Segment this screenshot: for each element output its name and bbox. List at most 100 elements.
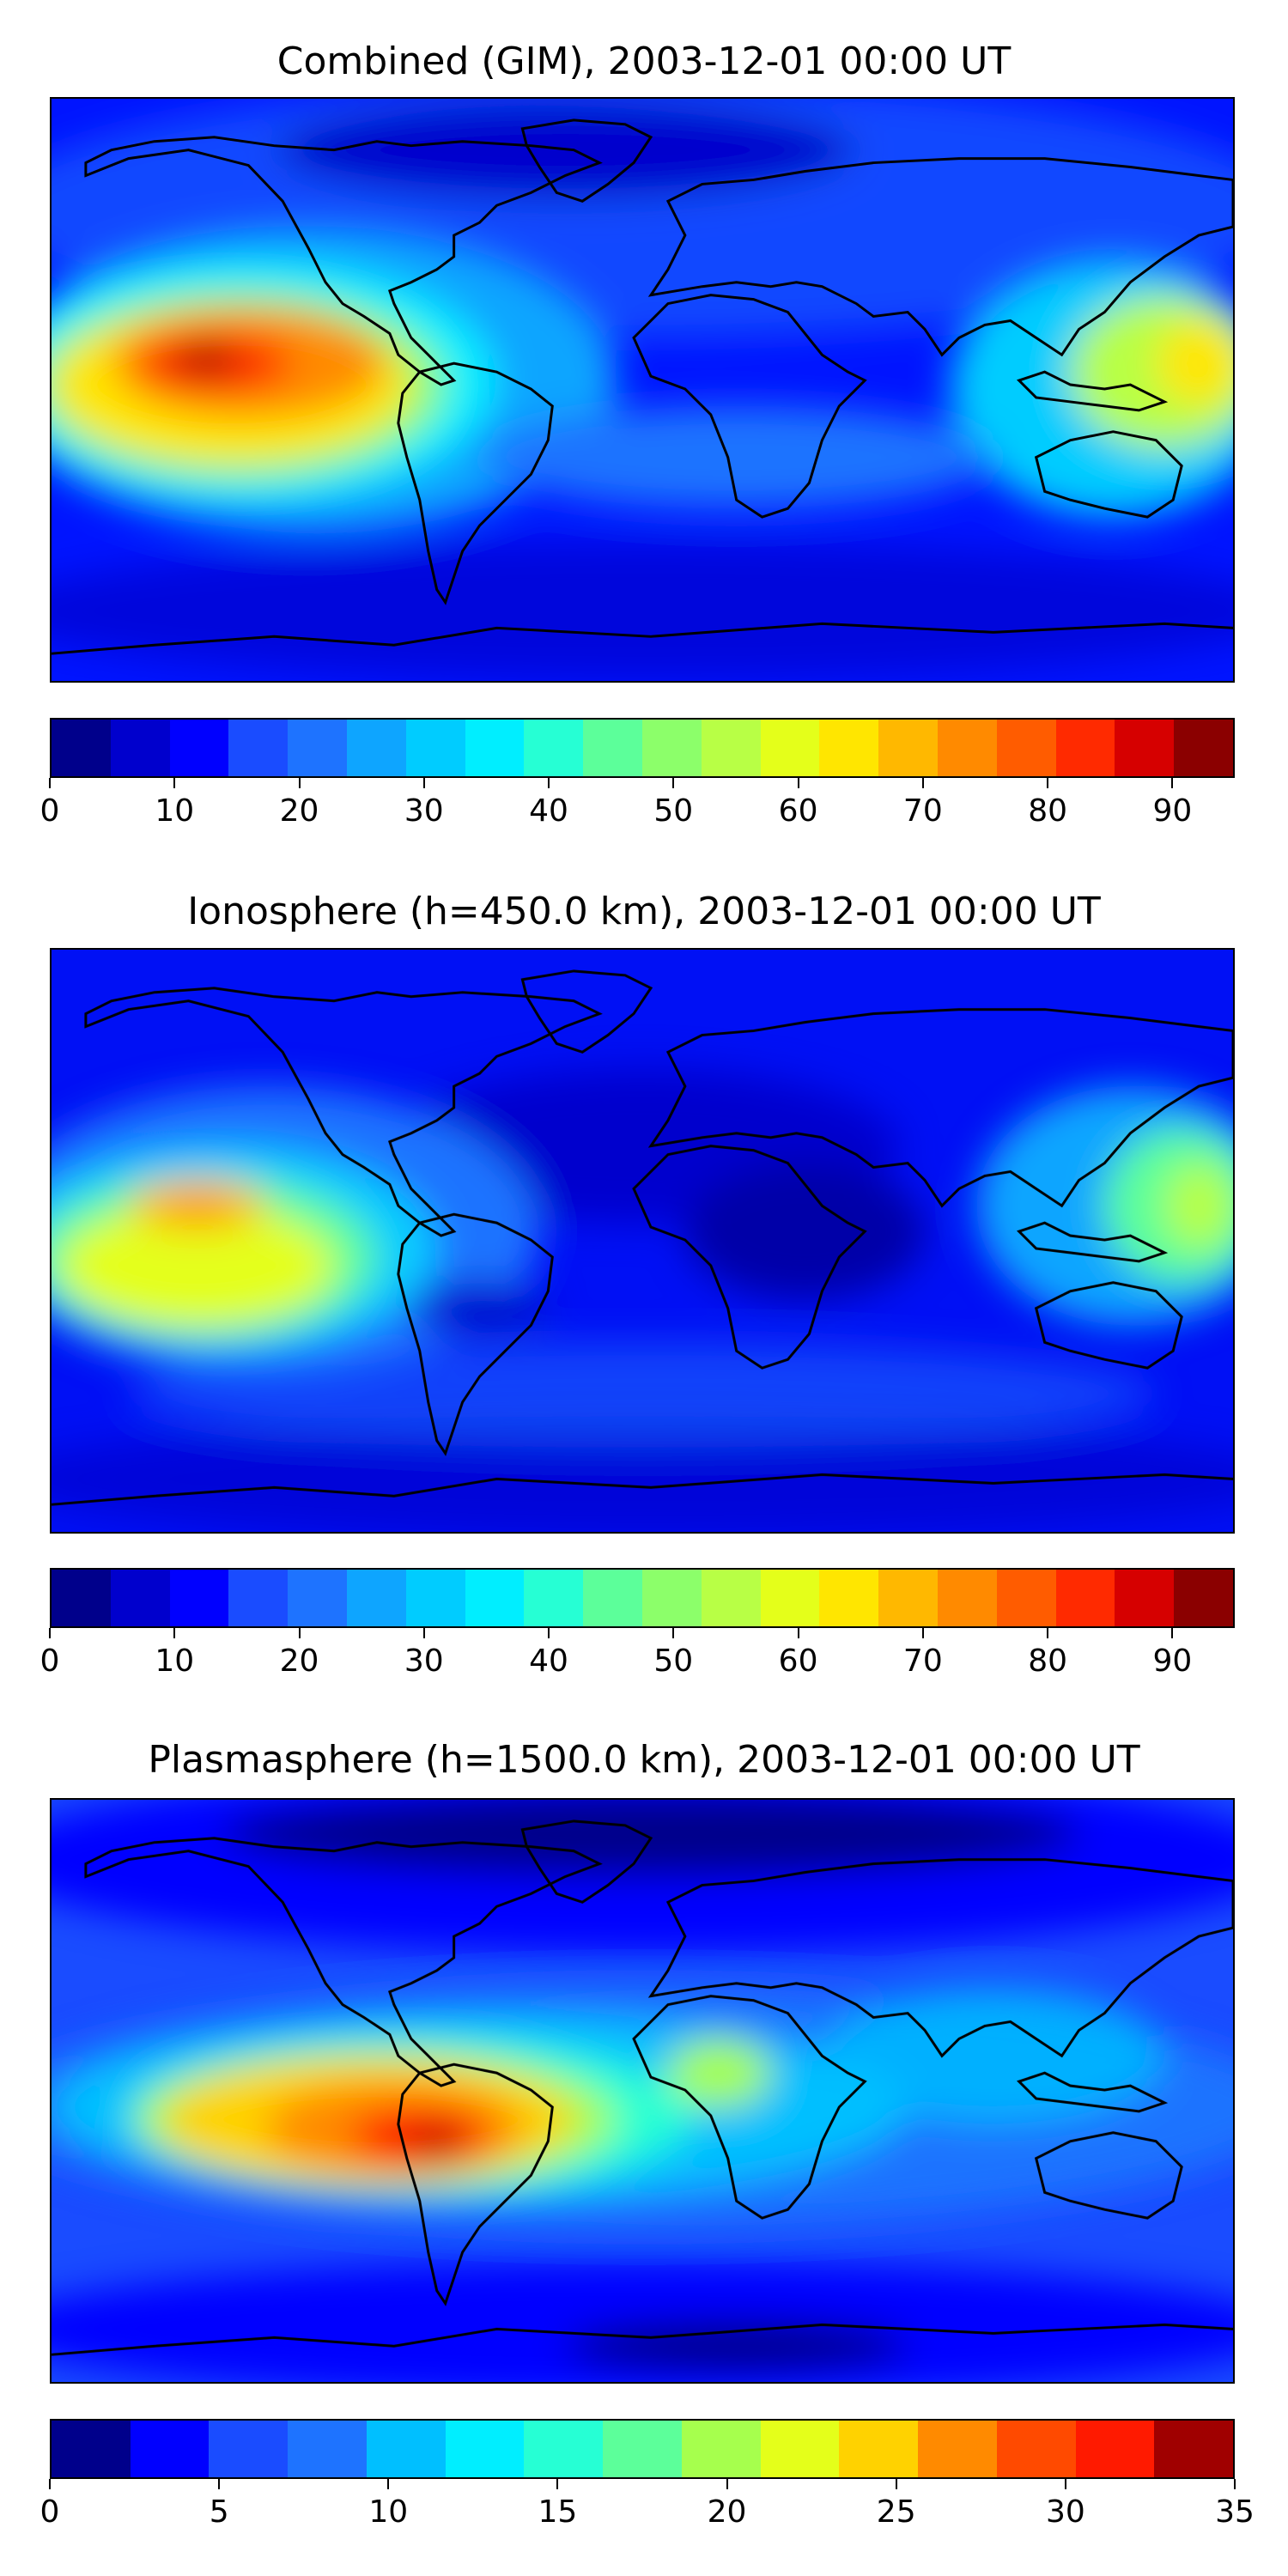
colorbar-segment: [1115, 720, 1175, 776]
colorbar-segment: [445, 2421, 525, 2477]
colorbar-segment: [760, 1570, 820, 1626]
colorbar-segment: [110, 1570, 170, 1626]
colorbar-tick: [422, 1628, 425, 1638]
colorbar-tick: [1171, 778, 1174, 788]
colorbar-tick: [797, 778, 799, 788]
colorbar-segment: [1115, 1570, 1175, 1626]
colorbar-tick-label: 35: [1215, 2494, 1255, 2530]
colorbar-segment: [1075, 2421, 1155, 2477]
colorbar-tick-label: 5: [209, 2494, 229, 2530]
colorbar-tick-label: 70: [902, 793, 943, 829]
colorbar-segment: [1174, 720, 1233, 776]
colorbar-segment: [918, 2421, 997, 2477]
colorbar-segment: [346, 1570, 406, 1626]
colorbar-tick-label: 50: [653, 793, 694, 829]
colorbar-segment: [524, 720, 584, 776]
colorbar-segment: [937, 720, 997, 776]
colorbar-segment: [996, 720, 1056, 776]
colorbar-segment: [366, 2421, 446, 2477]
colorbar-tick: [218, 2479, 221, 2489]
colorbar-segment: [130, 2421, 210, 2477]
colorbar-segment: [681, 2421, 761, 2477]
colorbar-segment: [583, 720, 642, 776]
colorbar-segment: [524, 2421, 604, 2477]
colorbar-tick-label: 20: [279, 1643, 319, 1679]
colorbar-segment: [169, 1570, 229, 1626]
colorbar-segment: [465, 720, 525, 776]
colorbar-segment: [405, 720, 465, 776]
colorbar-segment: [228, 1570, 289, 1626]
colorbar-tick-label: 90: [1152, 793, 1193, 829]
colorbar-segment: [110, 720, 170, 776]
colorbar-tick-label: 25: [876, 2494, 916, 2530]
colorbar-segment: [52, 1570, 111, 1626]
colorbar-tick: [548, 778, 550, 788]
colorbar-segment: [52, 2421, 131, 2477]
colorbar-tick: [49, 778, 51, 788]
panel-1-title: Combined (GIM), 2003-12-01 00:00 UT: [276, 39, 1012, 83]
colorbar-segment: [996, 1570, 1056, 1626]
colorbar-segment: [405, 1570, 465, 1626]
colorbar-tick: [298, 1628, 301, 1638]
colorbar-segment: [996, 2421, 1076, 2477]
colorbar-tick-label: 10: [155, 793, 195, 829]
colorbar-segment: [1174, 1570, 1233, 1626]
colorbar-tick-label: 50: [653, 1643, 694, 1679]
colorbar-tick-label: 10: [368, 2494, 409, 2530]
panel-1-colorbar-ticks: 0 10 20 30 40 50 60 70 80 90: [40, 778, 1235, 829]
colorbar-tick: [556, 2479, 559, 2489]
colorbar-segment: [603, 2421, 682, 2477]
colorbar-tick: [49, 1628, 51, 1638]
panel-3-map: [50, 1798, 1235, 2384]
colorbar-segment: [583, 1570, 642, 1626]
panel-3-colorbar-ticks: 0 5 10 15 20 25 30 35: [40, 2479, 1255, 2530]
colorbar-tick: [387, 2479, 390, 2489]
colorbar-segment: [641, 720, 702, 776]
colorbar-tick-label: 0: [39, 1643, 60, 1679]
colorbar-tick-label: 70: [902, 1643, 943, 1679]
colorbar-tick: [921, 778, 924, 788]
colorbar-tick: [173, 778, 176, 788]
panel-1-map: [50, 97, 1235, 683]
colorbar-tick: [895, 2479, 897, 2489]
colorbar-segment: [228, 720, 289, 776]
panel-3-colorbar: [50, 2419, 1235, 2479]
colorbar-tick-label: 40: [529, 793, 568, 829]
colorbar-tick-label: 0: [39, 793, 60, 829]
colorbar-tick-label: 40: [529, 1643, 568, 1679]
colorbar-segment: [465, 1570, 525, 1626]
colorbar-tick-label: 20: [707, 2494, 747, 2530]
colorbar-segment: [839, 2421, 919, 2477]
colorbar-tick-label: 60: [778, 1643, 818, 1679]
colorbar-segment: [760, 2421, 840, 2477]
colorbar-tick: [672, 1628, 675, 1638]
colorbar-tick-label: 10: [155, 1643, 195, 1679]
colorbar-segment: [760, 720, 820, 776]
colorbar-tick: [49, 2479, 51, 2489]
colorbar-segment: [288, 1570, 347, 1626]
colorbar-segment: [878, 720, 938, 776]
colorbar-segment: [701, 1570, 761, 1626]
panel-3-title: Plasmasphere (h=1500.0 km), 2003-12-01 0…: [148, 1738, 1140, 1782]
colorbar-tick: [422, 778, 425, 788]
colorbar-tick: [548, 1628, 550, 1638]
colorbar-tick-label: 0: [39, 2494, 60, 2530]
colorbar-segment: [819, 720, 879, 776]
colorbar-tick: [1047, 1628, 1049, 1638]
colorbar-tick: [672, 778, 675, 788]
panel-2-map: [50, 948, 1235, 1534]
panel-1-colorbar: [50, 718, 1235, 778]
colorbar-tick-label: 80: [1028, 793, 1067, 829]
colorbar-tick-label: 60: [778, 793, 818, 829]
colorbar-tick-label: 90: [1152, 1643, 1193, 1679]
colorbar-tick: [1064, 2479, 1066, 2489]
colorbar-tick-label: 80: [1028, 1643, 1067, 1679]
colorbar-segment: [52, 720, 111, 776]
colorbar-tick-label: 30: [1045, 2494, 1085, 2530]
colorbar-segment: [701, 720, 761, 776]
colorbar-segment: [1055, 1570, 1115, 1626]
colorbar-segment: [524, 1570, 584, 1626]
colorbar-tick-label: 15: [538, 2494, 578, 2530]
colorbar-tick: [1047, 778, 1049, 788]
colorbar-segment: [641, 1570, 702, 1626]
